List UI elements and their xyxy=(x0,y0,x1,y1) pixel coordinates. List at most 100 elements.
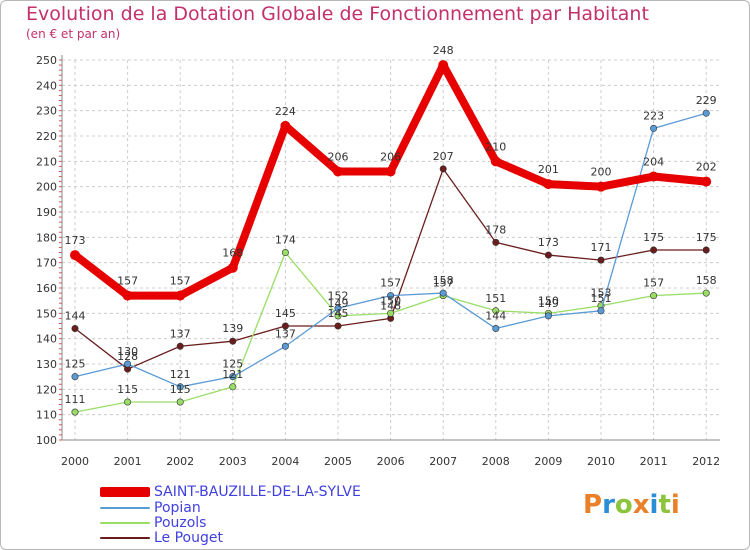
data-label: 115 xyxy=(117,383,138,396)
logo-letter: o xyxy=(614,490,633,520)
data-label: 173 xyxy=(65,234,86,247)
data-point xyxy=(702,289,710,297)
data-point xyxy=(334,304,342,312)
legend-swatch xyxy=(100,537,150,539)
data-label: 139 xyxy=(222,322,243,335)
legend-label: SAINT-BAUZILLE-DE-LA-SYLVE xyxy=(154,484,361,500)
y-tick-label: 220 xyxy=(36,130,57,143)
x-tick-label: 2002 xyxy=(166,455,194,468)
y-tick-label: 180 xyxy=(36,231,57,244)
y-tick-label: 130 xyxy=(36,358,57,371)
data-point xyxy=(70,250,80,261)
data-point xyxy=(544,312,552,320)
y-tick-label: 120 xyxy=(36,383,57,396)
data-point xyxy=(492,307,500,315)
logo-letter: t xyxy=(658,490,671,520)
data-label: 150 xyxy=(380,294,401,307)
data-label: 125 xyxy=(65,358,86,371)
data-point xyxy=(229,373,237,381)
data-label: 210 xyxy=(485,140,506,153)
proxiti-logo: Proxiti xyxy=(583,490,680,520)
data-point xyxy=(281,249,289,257)
data-label: 224 xyxy=(275,105,296,118)
data-point xyxy=(387,309,395,317)
logo-letter: P xyxy=(583,490,603,520)
x-tick-label: 2004 xyxy=(271,455,299,468)
data-label: 174 xyxy=(275,234,296,247)
data-point xyxy=(438,60,449,71)
data-point xyxy=(176,383,184,391)
data-label: 152 xyxy=(328,289,349,302)
x-tick-label: 2011 xyxy=(640,455,668,468)
legend-item: Pouzols xyxy=(100,515,206,531)
legend-swatch xyxy=(100,487,150,497)
data-label: 175 xyxy=(643,231,664,244)
y-tick-label: 190 xyxy=(36,206,57,219)
x-tick-label: 2009 xyxy=(534,455,562,468)
data-point xyxy=(122,290,133,301)
data-label: 157 xyxy=(380,277,401,290)
legend-item: Popian xyxy=(100,500,201,516)
data-point xyxy=(334,312,342,320)
data-point xyxy=(229,383,237,391)
data-point xyxy=(597,256,605,264)
data-label: 168 xyxy=(222,247,243,260)
data-point xyxy=(439,289,447,297)
data-point xyxy=(124,398,132,406)
legend-item: Le Pouget xyxy=(100,530,223,546)
x-tick-label: 2000 xyxy=(61,455,89,468)
chart-title: Evolution de la Dotation Globale de Fonc… xyxy=(26,3,649,25)
data-label: 175 xyxy=(696,231,717,244)
chart-subtitle: (en € et par an) xyxy=(26,27,121,41)
data-point xyxy=(387,292,395,300)
logo-letter: x xyxy=(632,490,650,520)
data-point xyxy=(124,360,132,368)
y-tick-label: 100 xyxy=(36,434,57,447)
data-label: 173 xyxy=(538,236,559,249)
data-point xyxy=(544,251,552,259)
data-label: 111 xyxy=(65,393,86,406)
y-tick-label: 200 xyxy=(36,181,57,194)
data-point xyxy=(650,292,658,300)
data-point xyxy=(281,342,289,350)
data-label: 121 xyxy=(222,368,243,381)
y-tick-label: 150 xyxy=(36,307,57,320)
data-point xyxy=(596,181,606,192)
data-label: 157 xyxy=(433,277,454,290)
data-label: 171 xyxy=(591,241,612,254)
legend-label: Pouzols xyxy=(154,515,207,531)
data-label: 115 xyxy=(170,383,191,396)
data-point xyxy=(702,109,710,117)
data-point xyxy=(650,124,658,132)
data-point xyxy=(385,166,396,177)
data-label: 202 xyxy=(696,161,717,174)
data-label: 248 xyxy=(433,44,454,57)
x-tick-label: 2005 xyxy=(324,455,352,468)
data-point xyxy=(71,408,79,416)
x-tick-label: 2003 xyxy=(219,455,247,468)
legend-swatch xyxy=(100,522,150,524)
data-point xyxy=(492,325,500,333)
data-point xyxy=(648,171,659,182)
data-point xyxy=(176,342,184,350)
data-point xyxy=(176,398,184,406)
data-label: 149 xyxy=(538,297,559,310)
data-point xyxy=(702,246,710,254)
y-tick-label: 160 xyxy=(36,282,57,295)
data-label: 145 xyxy=(328,307,349,320)
data-label: 201 xyxy=(538,163,559,176)
data-label: 206 xyxy=(328,150,349,163)
x-tick-label: 2006 xyxy=(377,455,405,468)
data-point xyxy=(71,373,79,381)
y-tick-label: 210 xyxy=(36,155,57,168)
data-label: 151 xyxy=(591,292,612,305)
data-label: 130 xyxy=(117,345,138,358)
data-label: 145 xyxy=(275,307,296,320)
data-label: 149 xyxy=(328,297,349,310)
data-label: 178 xyxy=(485,223,506,236)
legend-swatch xyxy=(100,507,150,509)
data-label: 121 xyxy=(170,368,191,381)
y-tick-label: 230 xyxy=(36,105,57,118)
data-label: 144 xyxy=(65,310,86,323)
